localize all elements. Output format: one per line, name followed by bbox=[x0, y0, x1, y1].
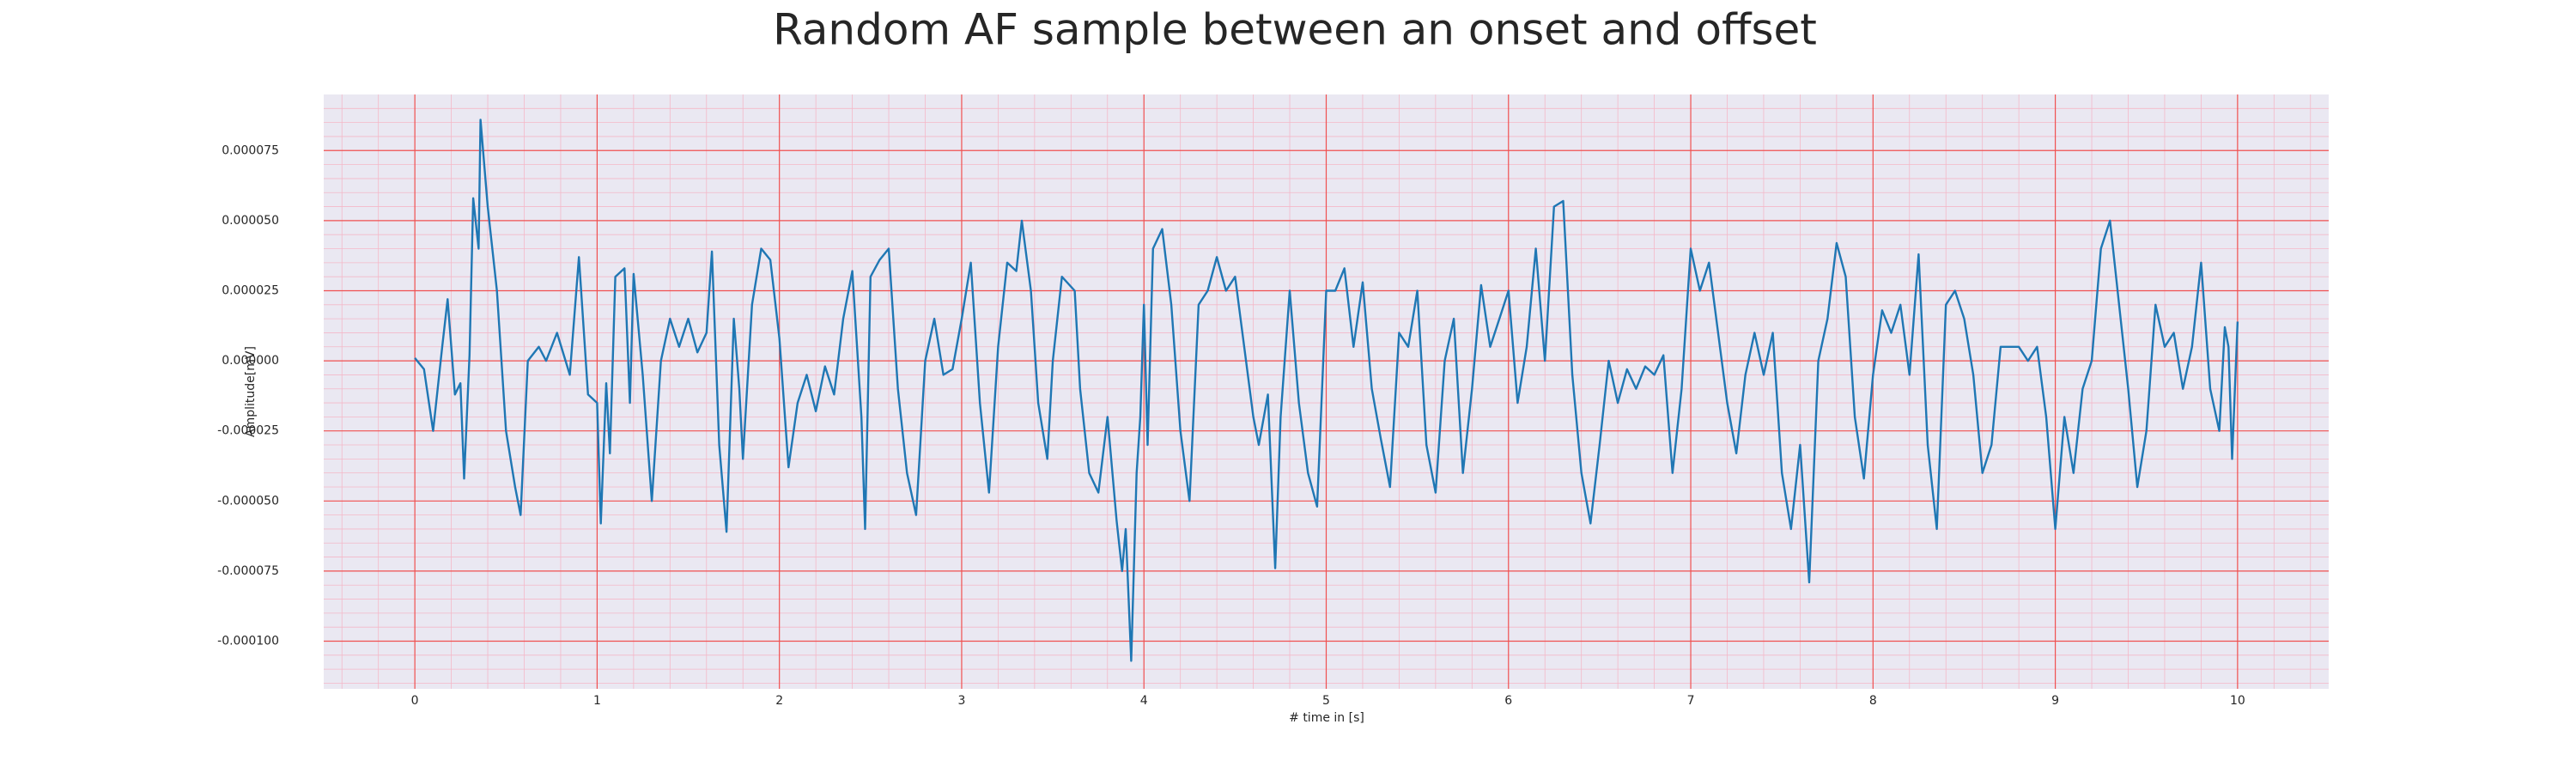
x-tick-label: 8 bbox=[1869, 694, 1877, 708]
y-tick-label: -0.000025 bbox=[217, 424, 279, 438]
y-tick-label: -0.000050 bbox=[217, 494, 279, 508]
x-tick-label: 3 bbox=[957, 694, 965, 708]
x-tick-label: 5 bbox=[1322, 694, 1330, 708]
y-axis-label: Amplitude[mV] bbox=[244, 346, 258, 437]
y-tick-label: 0.000050 bbox=[222, 214, 279, 228]
x-tick-label: 2 bbox=[775, 694, 783, 708]
y-tick-label: -0.000075 bbox=[217, 564, 279, 578]
x-tick-label: 7 bbox=[1687, 694, 1695, 708]
x-tick-label: 1 bbox=[593, 694, 601, 708]
x-tick-label: 9 bbox=[2051, 694, 2059, 708]
y-tick-label: 0.000025 bbox=[222, 283, 279, 297]
x-tick-label: 10 bbox=[2230, 694, 2245, 708]
signal-line bbox=[414, 119, 2239, 662]
y-tick-label: 0.000075 bbox=[222, 143, 279, 157]
y-tick-label: 0.000000 bbox=[222, 354, 279, 368]
y-tick-label: -0.000100 bbox=[217, 635, 279, 648]
x-axis-label: # time in [s] bbox=[1289, 711, 1364, 725]
x-tick-label: 0 bbox=[411, 694, 419, 708]
x-tick-label: 4 bbox=[1140, 694, 1148, 708]
x-tick-label: 6 bbox=[1504, 694, 1512, 708]
chart-title: Random AF sample between an onset and of… bbox=[773, 5, 1817, 55]
